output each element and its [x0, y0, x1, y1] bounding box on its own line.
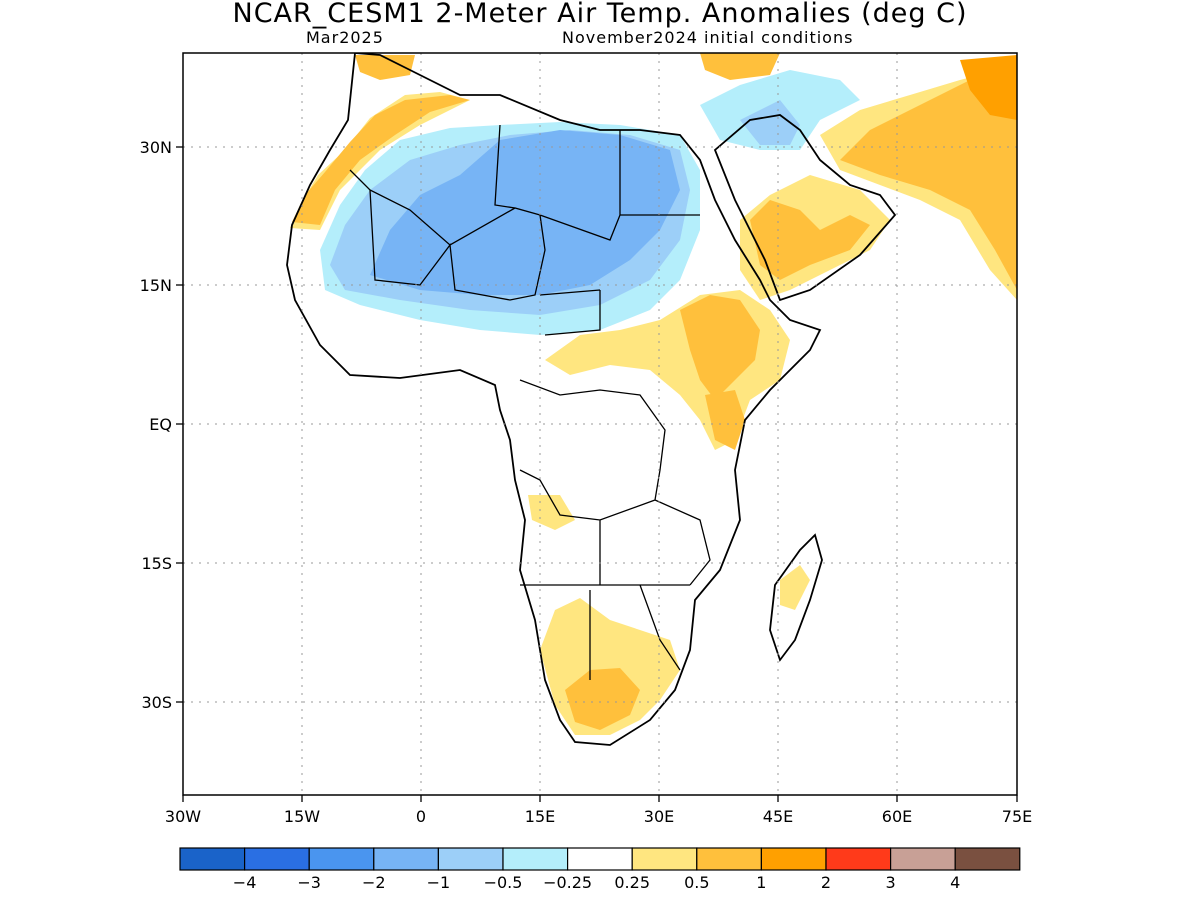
- anomaly-warm-kenya: [705, 390, 745, 450]
- colorbar-label: −2: [362, 873, 386, 892]
- colorbar-label: −0.5: [484, 873, 523, 892]
- lon-tick-label: 60E: [882, 807, 912, 826]
- lat-tick-label: EQ: [149, 415, 172, 434]
- colorbar-swatch: [244, 847, 310, 871]
- anomaly-warm-ethiopia-core: [680, 295, 760, 400]
- colorbar-label: −1: [427, 873, 451, 892]
- colorbar-label: 4: [950, 873, 960, 892]
- anomaly-cold-levant-core: [740, 100, 800, 145]
- colorbar-swatch: [373, 847, 439, 871]
- arabia-coastline: [713, 114, 897, 302]
- colorbar-label: −3: [297, 873, 321, 892]
- colorbar-swatch: [566, 847, 633, 871]
- anomaly-warm-nw-africa: [290, 92, 470, 230]
- anomaly-warm-afghanistan: [960, 55, 1017, 120]
- central-africa-borders: [519, 379, 711, 680]
- valid-month-label: Mar2025: [306, 28, 384, 47]
- lon-tick-label: 0: [416, 807, 426, 826]
- colorbar-label: 0.5: [684, 873, 709, 892]
- lat-tick-labels: 30N 15N EQ 15S 30S: [140, 138, 172, 712]
- colorbar-label: 0.25: [614, 873, 650, 892]
- lon-tick-label: 15E: [525, 807, 555, 826]
- madagascar-coastline: [769, 533, 823, 662]
- colorbar-label: 1: [756, 873, 766, 892]
- lon-tick-label: 45E: [763, 807, 793, 826]
- colorbar-swatch: [437, 847, 504, 871]
- anomaly-warm-morocco: [355, 55, 415, 80]
- lon-tick-labels: 30W 15W 0 15E 30E 45E 60E 75E: [165, 807, 1032, 826]
- lat-tick-label: 30S: [141, 693, 172, 712]
- colorbar-swatch: [760, 847, 827, 871]
- anomaly-warm-arabia-core: [750, 200, 870, 280]
- map-title: NCAR_CESM1 2-Meter Air Temp. Anomalies (…: [232, 0, 968, 29]
- anomaly-warm-nw-africa-strong: [292, 95, 470, 225]
- africa-coastline: [286, 53, 822, 746]
- anomaly-cold-sahara-core: [370, 130, 680, 295]
- lon-tick-label: 30W: [165, 807, 201, 826]
- colorbar-label: 3: [886, 873, 896, 892]
- colorbar-swatch: [631, 847, 698, 871]
- lon-tick-label: 30E: [644, 807, 674, 826]
- anomaly-warm-ne-corner: [700, 53, 780, 80]
- colorbar-swatch: [954, 847, 1021, 871]
- colorbar: −4 −3 −2 −1 −0.5 −0.25 0.25 0.5 1 2 3 4: [179, 847, 1021, 892]
- anomaly-warm-iran-core: [840, 70, 1017, 290]
- lat-tick-label: 15S: [141, 554, 172, 573]
- gridlines: [183, 53, 1017, 795]
- colorbar-swatch: [179, 847, 246, 871]
- init-conditions-label: November2024 initial conditions: [562, 28, 854, 47]
- anomaly-warm-angola: [528, 495, 575, 530]
- lat-tick-label: 15N: [140, 276, 172, 295]
- colorbar-swatch: [308, 847, 375, 871]
- lon-tick-label: 15W: [284, 807, 320, 826]
- axis-ticks: [176, 146, 1018, 802]
- colorbar-swatch: [696, 847, 762, 871]
- colorbar-swatch: [825, 847, 892, 871]
- colorbar-swatch: [889, 847, 956, 871]
- colorbar-label: 2: [821, 873, 831, 892]
- colorbar-swatch: [502, 847, 569, 871]
- lon-tick-label: 75E: [1002, 807, 1032, 826]
- coastlines: [286, 53, 897, 746]
- colorbar-label: −4: [233, 873, 257, 892]
- sahara-borders: [349, 124, 700, 336]
- anomaly-warm-madagascar: [780, 565, 810, 610]
- lat-tick-label: 30N: [140, 138, 172, 157]
- anomaly-warm-southern-africa-core: [565, 668, 640, 730]
- colorbar-label: −0.25: [543, 873, 592, 892]
